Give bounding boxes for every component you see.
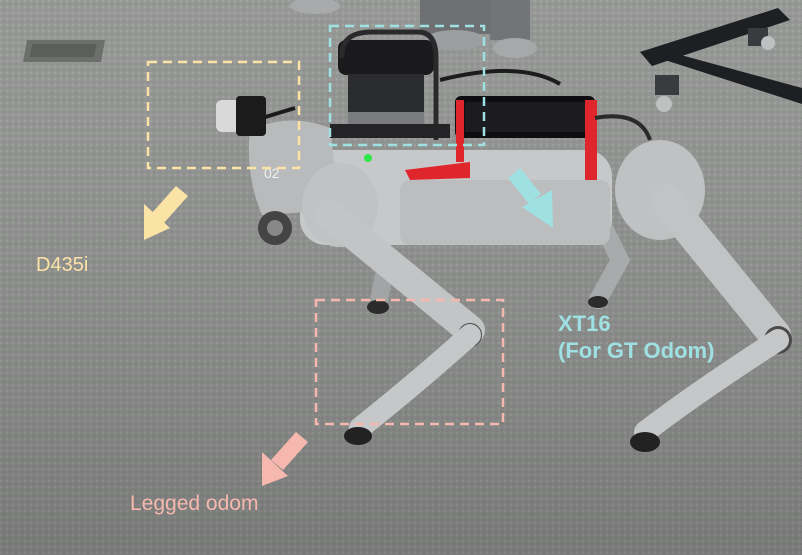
d435i-arrow (144, 186, 188, 240)
legged-odom-label: Legged odom (130, 492, 259, 515)
xt16-lidar (330, 29, 450, 140)
xt16-label-line1: XT16 (558, 311, 611, 336)
d435i-label: D435i (36, 254, 89, 276)
xt16-label-line2: (For GT Odom) (558, 338, 715, 363)
d435i-highlight-box (146, 60, 301, 170)
rear-near-leg (615, 140, 792, 452)
legs-highlight-box (314, 298, 505, 426)
metal-trolley (640, 8, 802, 112)
xt16-highlight-box (328, 24, 486, 147)
background-person (290, 0, 537, 58)
floor-hatch (23, 40, 105, 62)
front-near-leg (302, 163, 485, 445)
legs-arrow (262, 432, 308, 486)
d435i-camera (216, 96, 296, 136)
xt16-label: XT16 (For GT Odom) (558, 310, 714, 364)
xt16-arrow (508, 168, 553, 228)
